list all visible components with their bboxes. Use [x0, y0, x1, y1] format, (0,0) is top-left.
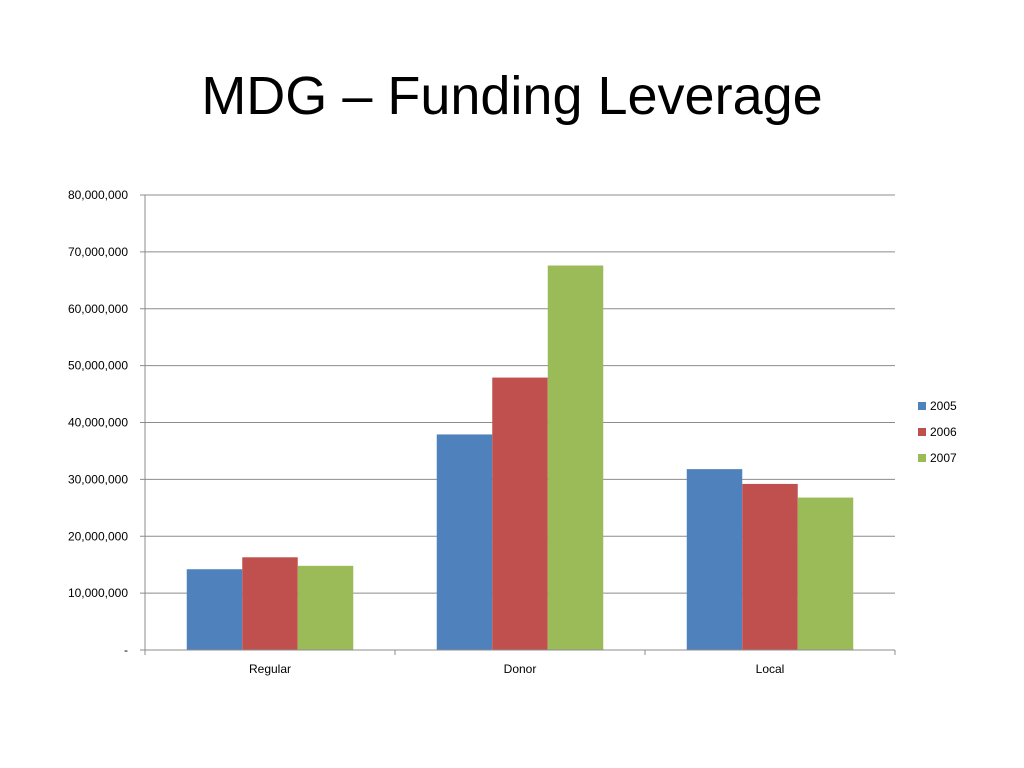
- bar-donor-2006: [492, 377, 548, 650]
- x-category-label: Local: [756, 662, 785, 676]
- legend-swatch-2006: [918, 428, 926, 436]
- bar-regular-2007: [297, 565, 354, 650]
- y-tick-label: 70,000,000: [68, 245, 128, 259]
- y-tick-label: 40,000,000: [68, 416, 128, 430]
- axes: [140, 194, 896, 655]
- bar-local-2007: [797, 497, 854, 650]
- legend-swatch-2007: [918, 454, 926, 462]
- x-category-label: Regular: [249, 662, 291, 676]
- bar-local-2005: [686, 469, 743, 650]
- bar-local-2006: [742, 483, 798, 650]
- slide-title: MDG – Funding Leverage: [201, 66, 823, 126]
- y-tick-label: -: [124, 643, 128, 657]
- legend-label: 2007: [930, 451, 957, 465]
- bar-regular-2005: [186, 569, 243, 650]
- legend-label: 2005: [930, 399, 957, 413]
- legend-swatch-2005: [918, 402, 926, 410]
- y-tick-label: 30,000,000: [68, 472, 128, 486]
- y-tick-label: 10,000,000: [68, 586, 128, 600]
- axis-labels: - 10,000,000 20,000,000 30,000,000 40,000,00…: [68, 188, 784, 676]
- x-category-label: Donor: [504, 662, 537, 676]
- y-tick-label: 80,000,000: [68, 188, 128, 202]
- y-tick-label: 50,000,000: [68, 359, 128, 373]
- y-tick-label: 60,000,000: [68, 302, 128, 316]
- legend: 2005 2006 2007: [918, 399, 957, 465]
- y-tick-label: 20,000,000: [68, 529, 128, 543]
- bar-donor-2007: [547, 265, 604, 650]
- bar-regular-2006: [242, 557, 298, 650]
- legend-label: 2006: [930, 425, 957, 439]
- bars: [186, 265, 854, 650]
- bar-donor-2005: [436, 434, 493, 650]
